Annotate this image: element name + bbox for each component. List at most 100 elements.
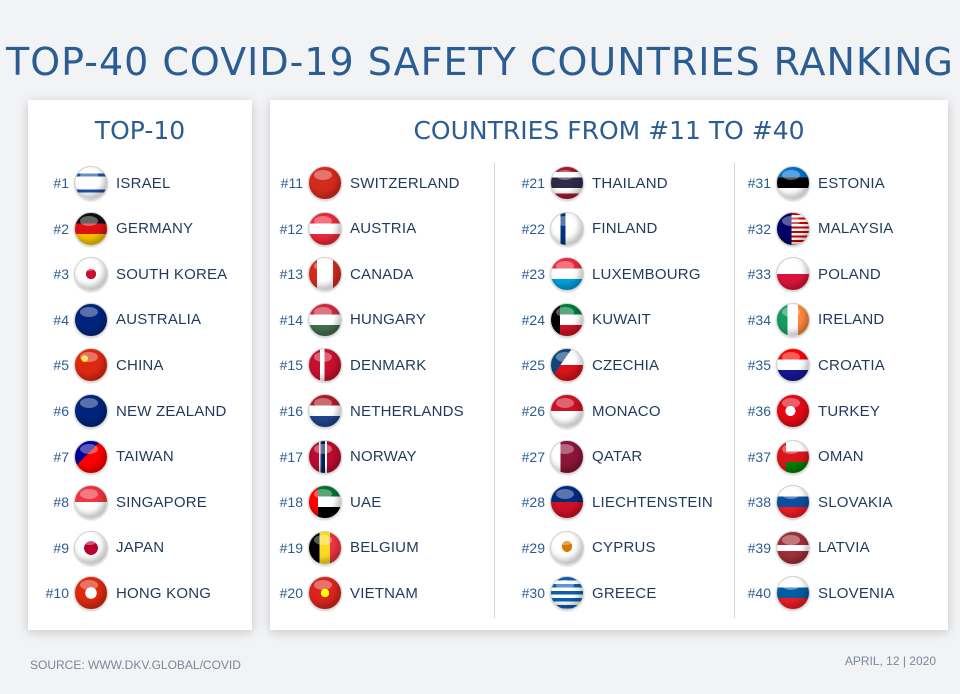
country-row: #12 AUSTRIA	[268, 209, 416, 249]
country-row: #23 LUXEMBOURG	[510, 254, 701, 294]
estonia-flag-icon	[776, 166, 810, 200]
rank-label: #4	[53, 311, 69, 328]
luxembourg-flag-icon	[550, 257, 584, 292]
cyprus-flag-icon	[550, 530, 584, 565]
oman-flag-icon	[776, 439, 810, 474]
top-10-panel: TOP-10	[28, 100, 252, 630]
rank-label: #27	[521, 448, 545, 465]
uae-flag-icon	[308, 485, 342, 520]
rank-label: #1	[53, 175, 69, 191]
norway-flag-icon	[308, 439, 342, 474]
top-10-heading: TOP-10	[94, 116, 186, 145]
switzerland-flag-icon	[308, 166, 342, 200]
taiwan-flag-icon	[74, 439, 108, 474]
kuwait-flag-icon	[550, 302, 584, 337]
country-name: SWITZERLAND	[350, 174, 460, 192]
country-row: #3 SOUTH KOREA	[34, 254, 227, 294]
rank-label: #12	[279, 220, 303, 237]
netherlands-flag-icon	[308, 394, 342, 428]
country-row: #1 ISRAEL	[34, 163, 171, 203]
rank-label: #33	[747, 266, 771, 283]
country-row: #9 JAPAN	[34, 528, 164, 568]
country-name: TAIWAN	[116, 448, 174, 466]
country-name: CROATIA	[818, 356, 885, 374]
finland-flag-icon	[550, 211, 584, 246]
vietnam-flag-icon	[308, 576, 342, 611]
country-row: #4 AUSTRALIA	[34, 300, 201, 340]
country-name: MONACO	[592, 402, 661, 420]
liechtenstein-flag-icon	[550, 485, 584, 520]
country-name: JAPAN	[116, 539, 165, 557]
country-row: #37 OMAN	[736, 437, 864, 477]
country-name: UAE	[350, 493, 382, 511]
rank-label: #17	[279, 448, 303, 465]
hungary-flag-icon	[308, 302, 342, 337]
rank-label: #28	[521, 494, 545, 511]
rank-label: #22	[521, 220, 545, 237]
country-name: SOUTH KOREA	[116, 265, 228, 283]
country-row: #33 POLAND	[736, 254, 881, 294]
rank-label: #6	[53, 403, 69, 419]
rank-label: #23	[521, 266, 545, 283]
country-name: BELGIUM	[350, 539, 419, 557]
country-name: HONG KONG	[116, 584, 212, 602]
country-name: ISRAEL	[116, 174, 171, 192]
country-row: #5 CHINA	[34, 345, 164, 385]
rank-label: #9	[53, 539, 69, 556]
country-row: #8 SINGAPORE	[34, 482, 207, 522]
country-row: #30 GREECE	[510, 573, 657, 613]
country-row: #20 VIETNAM	[268, 573, 418, 613]
hong-kong-flag-icon	[74, 576, 108, 611]
rank-label: #11	[280, 175, 303, 191]
israel-flag-icon	[74, 166, 108, 200]
country-row: #22 FINLAND	[510, 209, 658, 249]
country-row: #14 HUNGARY	[268, 300, 426, 340]
poland-flag-icon	[776, 257, 810, 292]
country-row: #21 THAILAND	[510, 163, 668, 203]
malaysia-flag-icon	[776, 211, 810, 246]
japan-flag-icon	[74, 530, 108, 565]
country-row: #6 NEW ZEALAND	[34, 391, 227, 431]
rank-label: #24	[521, 311, 545, 328]
country-name: AUSTRALIA	[116, 311, 202, 329]
country-row: #11 SWITZERLAND	[268, 163, 460, 203]
country-name: NETHERLANDS	[350, 402, 464, 420]
country-name: CHINA	[116, 356, 164, 374]
canada-flag-icon	[308, 257, 342, 292]
rank-label: #2	[53, 220, 69, 237]
rank-label: #3	[53, 266, 69, 283]
rank-label: #7	[53, 448, 69, 465]
country-row: #39 LATVIA	[736, 528, 870, 568]
country-row: #13 CANADA	[268, 254, 414, 294]
singapore-flag-icon	[74, 485, 108, 520]
rank-label: #36	[747, 403, 771, 419]
country-row: #40 SLOVENIA	[736, 573, 895, 613]
country-row: #25 CZECHIA	[510, 345, 659, 385]
australia-flag-icon	[74, 302, 108, 337]
greece-flag-icon	[550, 576, 584, 611]
page-title: TOP-40 COVID-19 SAFETY COUNTRIES RANKING	[6, 40, 954, 84]
country-row: #28 LIECHTENSTEIN	[510, 482, 713, 522]
country-name: MALAYSIA	[818, 220, 894, 238]
country-name: SINGAPORE	[116, 493, 207, 511]
country-row: #19 BELGIUM	[268, 528, 419, 568]
country-row: #17 NORWAY	[268, 437, 417, 477]
country-row: #2 GERMANY	[34, 209, 193, 249]
rank-label: #40	[747, 585, 771, 602]
country-row: #16 NETHERLANDS	[268, 391, 464, 431]
country-name: QATAR	[592, 448, 643, 466]
country-name: CANADA	[350, 265, 414, 283]
rank-label: #20	[279, 585, 303, 602]
rank-label: #35	[747, 357, 771, 374]
rank-label: #37	[747, 448, 771, 465]
country-row: #34 IRELAND	[736, 300, 884, 340]
country-name: NORWAY	[350, 448, 417, 466]
country-name: LIECHTENSTEIN	[592, 493, 713, 511]
country-name: VIETNAM	[350, 584, 419, 602]
country-name: DENMARK	[350, 356, 427, 374]
rank-label: #31	[747, 175, 771, 191]
country-name: KUWAIT	[592, 311, 651, 329]
country-name: ESTONIA	[818, 174, 885, 192]
monaco-flag-icon	[550, 394, 584, 428]
countries-11-40-panel: COUNTRIES FROM #11 TO #40	[270, 100, 948, 630]
